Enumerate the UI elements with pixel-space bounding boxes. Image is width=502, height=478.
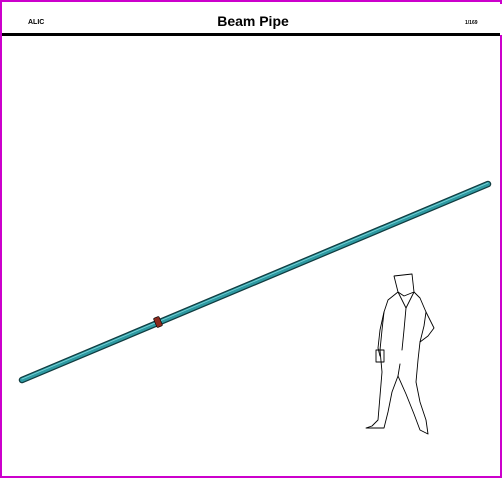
page-title: Beam Pipe	[217, 13, 289, 29]
page-header: ALIC Beam Pipe 1/169	[4, 4, 502, 35]
figure-left-hand	[375, 349, 385, 363]
figure-zip	[401, 307, 407, 351]
pipe-body	[20, 182, 490, 382]
figure-body	[365, 291, 435, 435]
pipe-highlight	[21, 182, 489, 380]
flange-ring	[153, 316, 163, 328]
human-scale-figure	[365, 273, 435, 435]
page-number: 1/169	[465, 20, 478, 26]
figure-inner-leg	[397, 363, 401, 377]
pipe-flange	[153, 316, 163, 328]
figure-left-arm	[377, 311, 385, 357]
experiment-label: ALIC	[28, 19, 45, 26]
header-divider	[2, 33, 500, 36]
figure-right-arm	[419, 311, 427, 343]
beam-pipe	[18, 180, 492, 384]
figure-collar	[397, 291, 415, 309]
figure-head	[393, 273, 415, 297]
